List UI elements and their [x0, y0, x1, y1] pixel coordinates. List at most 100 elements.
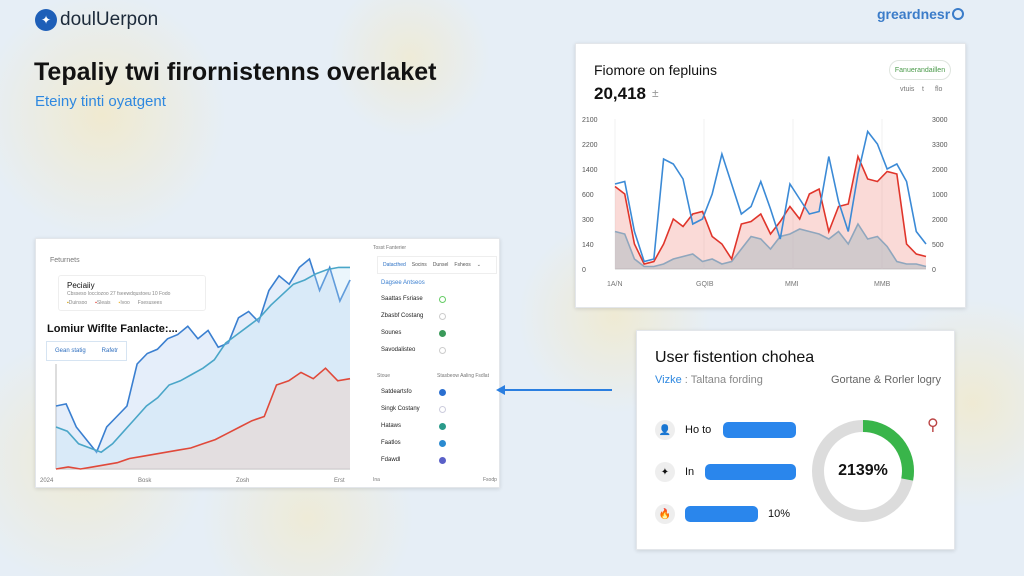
filter-pill-button[interactable]: Fanuerandaillen [889, 60, 951, 80]
legend-box: Peciaiiy Cbsseso locciozoo 27 fseewdqust… [58, 275, 206, 311]
retention-row: ✦ In [655, 462, 796, 482]
donut-label: 2139% [838, 462, 888, 479]
y-tick-label-right: 3000 [932, 117, 948, 124]
x-tick-label: 2024 [40, 478, 54, 484]
tab[interactable]: Datacthed [383, 262, 406, 268]
progress-bar [705, 464, 796, 480]
y-tick-label-right: 0 [932, 267, 936, 274]
status-dot[interactable] [439, 406, 446, 413]
y-tick-label-left: 140 [582, 242, 594, 249]
meta-right: Gortane & Rorler logry [831, 374, 942, 386]
legend-item: Fsesusees [137, 300, 162, 306]
tab-dropdown[interactable]: Fsheos [454, 262, 471, 268]
plus-minus-icon[interactable]: ± [652, 86, 659, 100]
side-panel: Tosst Fanterier Datacthed Socins Dunsel Fsh… [371, 239, 501, 489]
x-tick-label: Bosk [138, 478, 152, 484]
legend-item: ▪Duinsoo [67, 300, 88, 306]
metric-value: 20,418 [594, 84, 646, 103]
series-line-red [55, 367, 351, 470]
retention-row: 👤 Ho to [655, 420, 796, 440]
list-item[interactable]: Hataws [381, 423, 402, 429]
list-item[interactable]: Sounes [381, 330, 402, 336]
status-dot[interactable] [439, 423, 446, 430]
row-label: In [685, 466, 695, 478]
list-item[interactable]: Zbasbf Costang [381, 313, 424, 319]
donut-fill [812, 420, 914, 522]
series-line-blue [614, 129, 927, 263]
panel-tabs: Datacthed Socins Dunsel Fsheos ⌄ [377, 256, 497, 274]
brand-link[interactable]: greardnesr [877, 6, 965, 22]
y-tick-label-right: 3300 [932, 142, 948, 149]
x-tick-label: GQIB [696, 281, 714, 288]
tab[interactable]: Socins [411, 262, 427, 268]
axis-tick: Ina [373, 477, 380, 483]
panel-label: Tosst Fanterier [373, 245, 407, 251]
series-area-red [615, 156, 926, 269]
analytics-card: Feturnets Peciaiiy Cbsseso locciozoo 27 … [35, 238, 500, 488]
card-title: Fiomore on fepluins [594, 62, 717, 78]
progress-bar [723, 422, 796, 438]
list-item[interactable]: Satdeartsfo [381, 389, 412, 395]
donut-chart [812, 420, 914, 522]
list-item[interactable]: Singk Costany [381, 406, 420, 412]
bird-icon: ✦ [655, 462, 675, 482]
status-dot[interactable] [439, 389, 446, 396]
mini-label: vtuis [900, 86, 915, 93]
y-tick-label-left: 300 [582, 217, 594, 224]
x-tick-label: 1A/N [607, 281, 623, 288]
chevron-down-icon[interactable]: ⌄ [476, 262, 481, 268]
legend-item: ▪Ivoo [118, 300, 130, 306]
legend-desc: Cbsseso locciozoo 27 fseewdqustoeu 10 Fo… [67, 291, 171, 297]
filter-control[interactable]: Gean statig Rafetr [46, 341, 127, 361]
x-tick-label: Erst [334, 478, 345, 484]
row-label: Ho to [685, 424, 712, 436]
section-label: Stoue [377, 373, 391, 379]
status-dot[interactable] [439, 296, 446, 303]
key-icon: ⚲ [927, 417, 939, 434]
tab[interactable]: Dunsel [432, 262, 449, 268]
view-link[interactable]: Vizke [655, 374, 682, 386]
series-area-blue [56, 259, 350, 469]
series-area-red [56, 368, 350, 469]
mini-label: flo [935, 86, 943, 93]
series-line-teal [55, 266, 350, 454]
status-dot[interactable] [439, 330, 446, 337]
series-line-light [614, 222, 927, 268]
list-item[interactable]: Saattas Fsriase [381, 296, 423, 302]
status-dot[interactable] [439, 440, 446, 447]
avatar-icon: 👤 [655, 420, 675, 440]
app-logo[interactable]: ✦ doulUerpon [35, 9, 158, 31]
page-subtitle[interactable]: Eteiny tinti oyatgent [35, 93, 166, 110]
series-area-light [615, 224, 926, 269]
breadcrumb[interactable]: Feturnets [50, 257, 80, 264]
mini-label: t [922, 86, 924, 93]
status-dot[interactable] [439, 313, 446, 320]
section-label: Stasbeow Aaling Fsdlat [437, 373, 489, 379]
y-tick-label-right: 2000 [932, 167, 948, 174]
y-tick-label-right: 1000 [932, 192, 948, 199]
filter-button[interactable]: Gean statig [54, 348, 86, 354]
y-tick-label-left: 600 [582, 192, 594, 199]
left-area-chart: 2024 Bosk Zosh Erst [40, 257, 351, 484]
axis-tick: Fsodp [483, 477, 497, 483]
fiomore-card: Fiomore on fepluins 20,418 ± Fanuerandai… [575, 43, 966, 308]
y-tick-label-left: 2200 [582, 142, 598, 149]
meta-text: Taltana fording [690, 374, 763, 386]
logo-text: doulUerpon [60, 9, 159, 30]
section-title: Dagsee Antseos [381, 280, 425, 286]
status-dot[interactable] [439, 457, 446, 464]
chart-heading: Lomiur Wiflte Fanlacte:... [47, 323, 178, 335]
list-item[interactable]: Faatlos [381, 440, 401, 446]
series-line-red [614, 153, 927, 265]
progress-bar [685, 506, 758, 522]
card-title: User fistention chohea [655, 349, 815, 366]
filter-link[interactable]: Rafetr [101, 348, 118, 354]
status-dot[interactable] [439, 347, 446, 354]
list-item[interactable]: Savodalisteo [381, 347, 416, 353]
globe-icon [952, 8, 965, 20]
legend-item: ▪Sleais [95, 300, 111, 306]
y-tick-label-right: 500 [932, 242, 944, 249]
y-tick-label-left: 1400 [582, 167, 598, 174]
list-item[interactable]: Fdawdl [381, 457, 401, 463]
legend-title: Peciaiiy [67, 281, 95, 290]
